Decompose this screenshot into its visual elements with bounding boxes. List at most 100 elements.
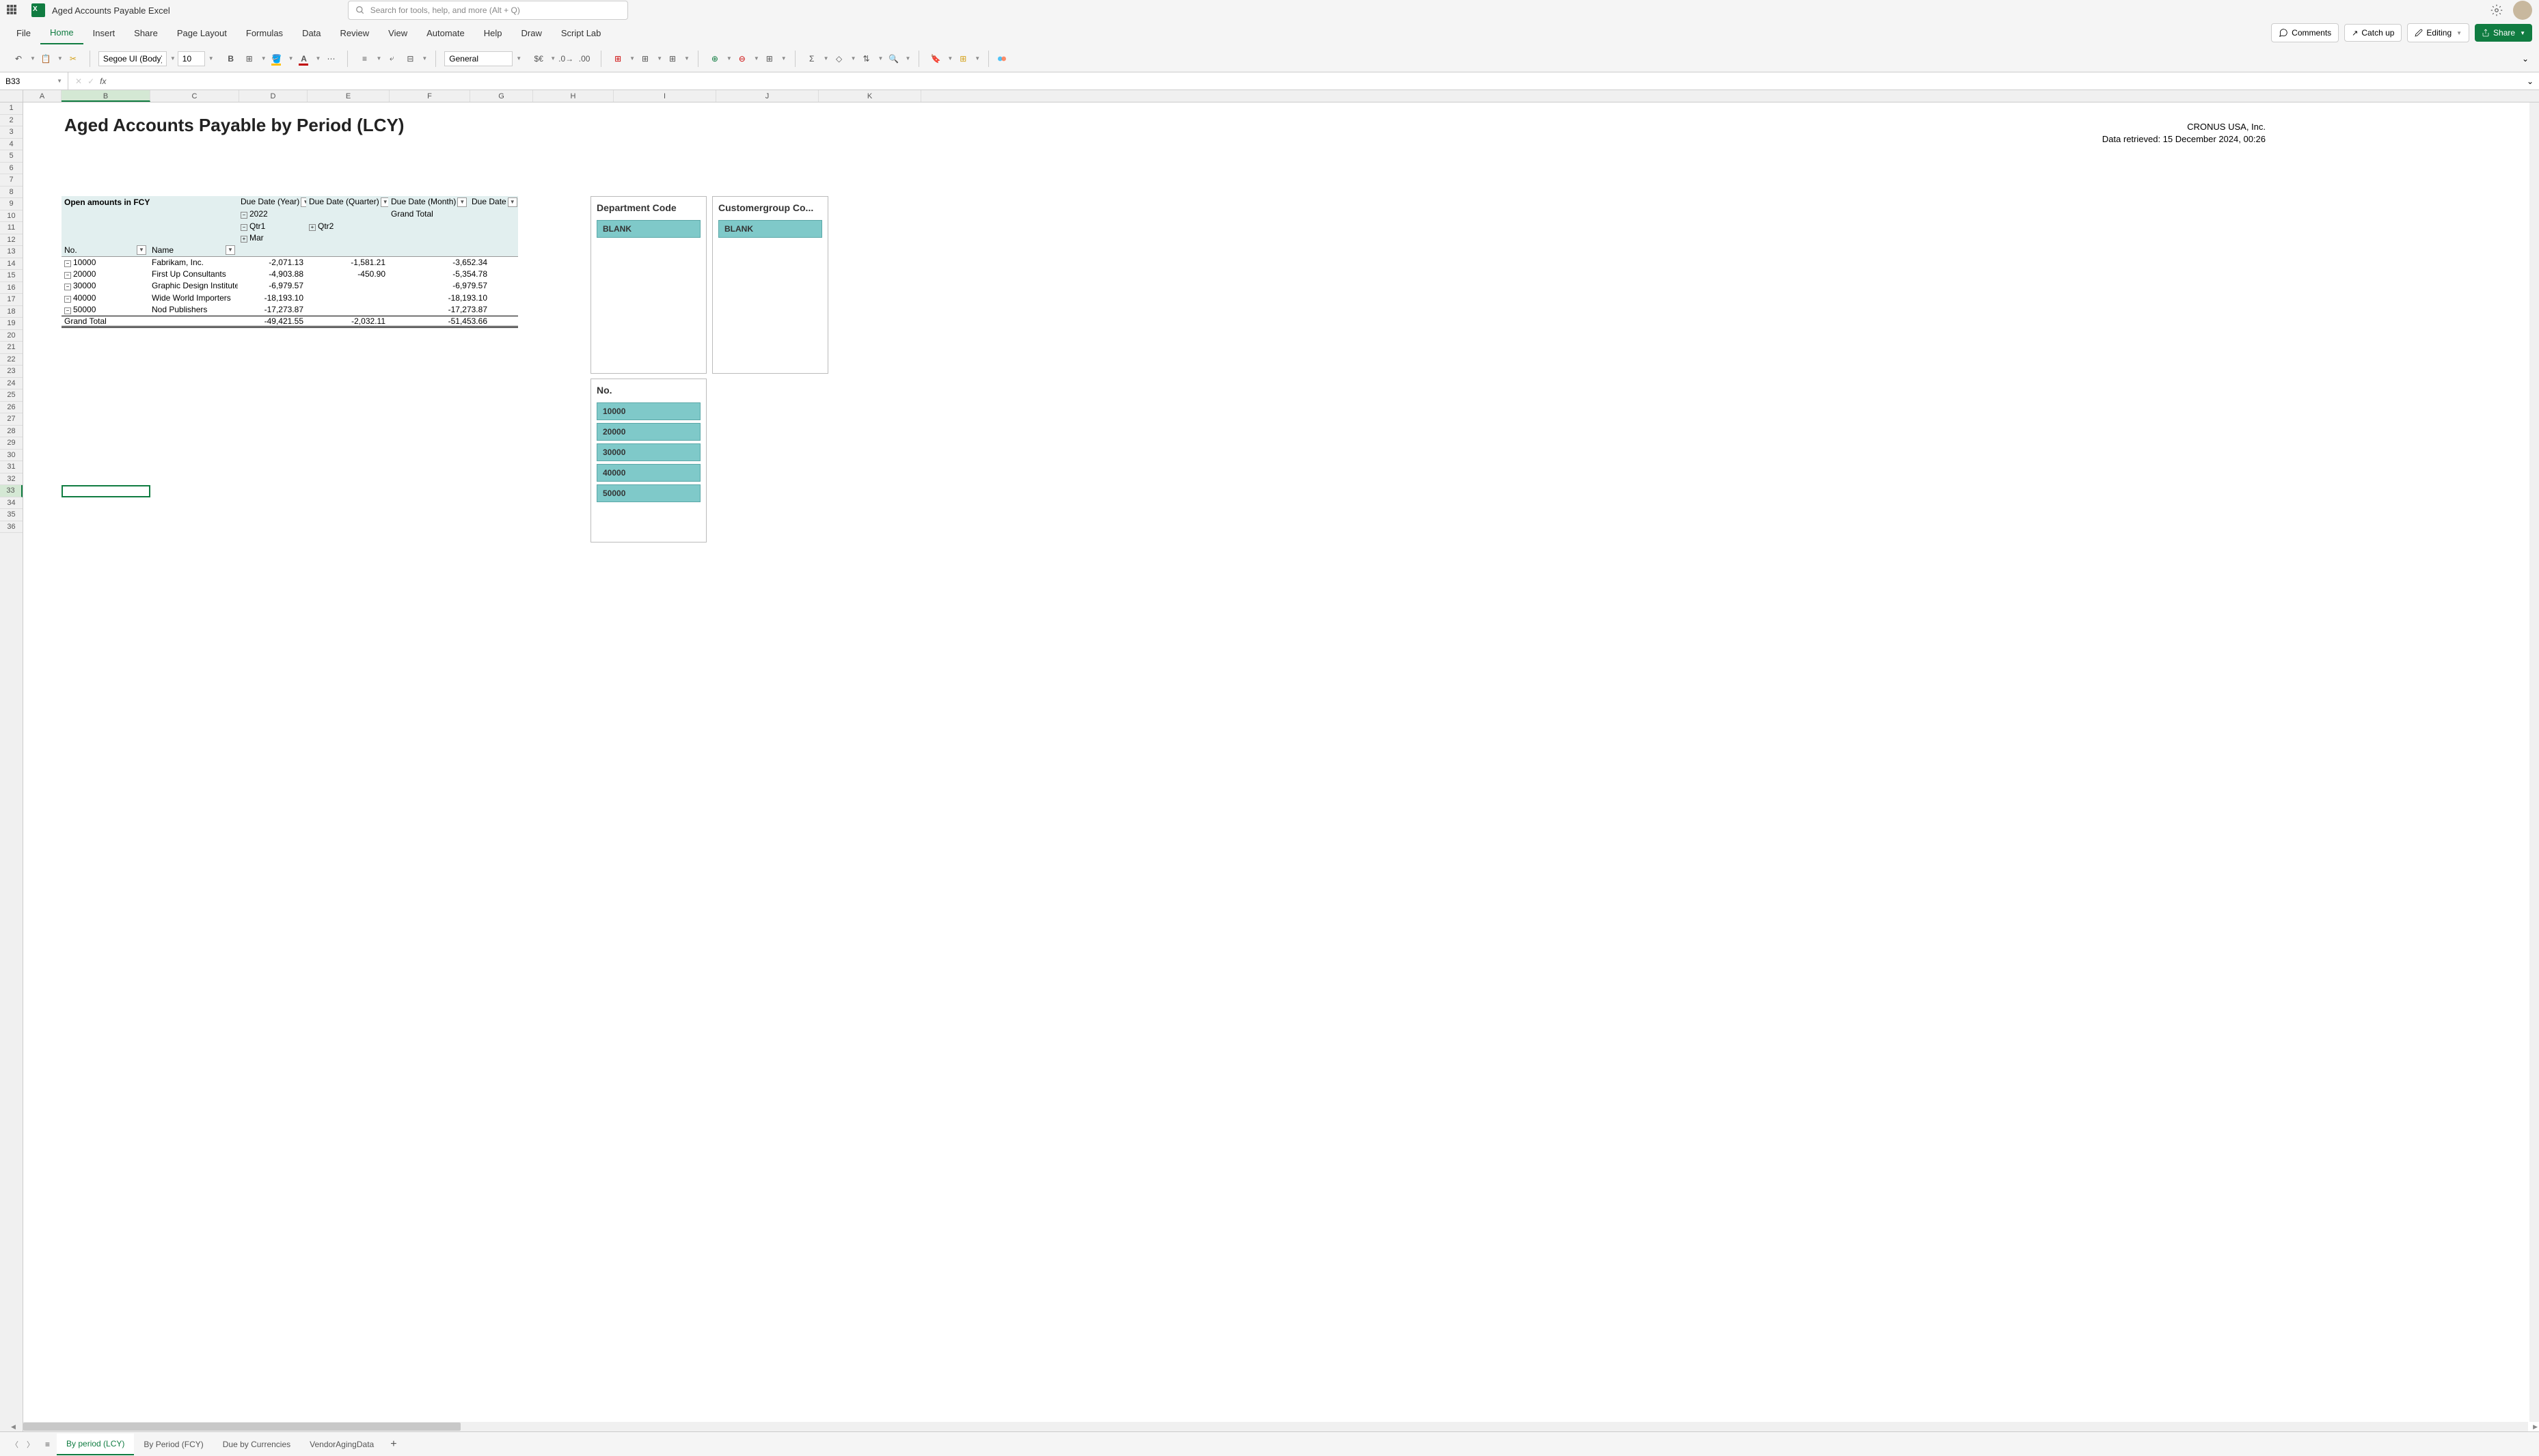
tab-page-layout[interactable]: Page Layout: [167, 23, 236, 44]
filter-button[interactable]: ▼: [457, 197, 467, 207]
row-header[interactable]: 34: [0, 497, 23, 510]
more-formatting-button[interactable]: ⋯: [323, 51, 339, 67]
row-header[interactable]: 12: [0, 234, 23, 247]
tab-view[interactable]: View: [379, 23, 417, 44]
row-header[interactable]: 8: [0, 187, 23, 199]
format-cells-button[interactable]: ⊞: [761, 51, 778, 67]
scroll-left-icon[interactable]: ◀: [11, 1423, 16, 1431]
column-header[interactable]: D: [239, 90, 308, 102]
sort-filter-button[interactable]: ⇅: [858, 51, 875, 67]
column-header[interactable]: E: [308, 90, 390, 102]
slicer-item[interactable]: BLANK: [597, 220, 701, 238]
tab-automate[interactable]: Automate: [417, 23, 474, 44]
expand-button[interactable]: +: [241, 236, 247, 243]
user-avatar[interactable]: [2513, 1, 2532, 20]
add-sheet-button[interactable]: +: [383, 1436, 403, 1453]
column-header[interactable]: F: [390, 90, 470, 102]
row-header[interactable]: 7: [0, 174, 23, 187]
slicer-department[interactable]: Department Code BLANK: [590, 196, 707, 374]
sheet-tab[interactable]: VendorAgingData: [300, 1434, 383, 1455]
column-header[interactable]: B: [62, 90, 150, 102]
tab-draw[interactable]: Draw: [512, 23, 552, 44]
sheet-tab[interactable]: Due by Currencies: [213, 1434, 300, 1455]
row-header[interactable]: 5: [0, 150, 23, 163]
row-header[interactable]: 14: [0, 258, 23, 271]
decrease-decimal-button[interactable]: .00: [576, 51, 593, 67]
name-box[interactable]: B33 ▼: [0, 72, 68, 90]
pivot-table[interactable]: Open amounts in FCY Due Date (Year)▼ Due…: [62, 196, 518, 328]
row-header[interactable]: 9: [0, 198, 23, 210]
slicer-no[interactable]: No. 1000020000300004000050000: [590, 379, 707, 542]
table-row[interactable]: −10000 Fabrikam, Inc. -2,071.13 -1,581.2…: [62, 256, 518, 269]
share-button[interactable]: Share ▼: [2475, 24, 2532, 42]
row-header[interactable]: 31: [0, 461, 23, 473]
filter-button[interactable]: ▼: [381, 197, 388, 207]
font-color-button[interactable]: A: [296, 51, 312, 67]
border-button[interactable]: ⊞: [241, 51, 258, 67]
bold-button[interactable]: B: [223, 51, 239, 67]
merge-button[interactable]: ⊟: [402, 51, 418, 67]
editing-button[interactable]: Editing ▼: [2407, 23, 2469, 42]
tab-review[interactable]: Review: [331, 23, 379, 44]
tab-file[interactable]: File: [7, 23, 40, 44]
collapse-button[interactable]: −: [64, 307, 71, 314]
currency-button[interactable]: $€: [530, 51, 547, 67]
document-title[interactable]: Aged Accounts Payable Excel: [52, 5, 170, 16]
expand-formula-bar-button[interactable]: ⌄: [2521, 77, 2539, 86]
table-row[interactable]: −40000 Wide World Importers -18,193.10 -…: [62, 292, 518, 304]
fx-icon[interactable]: fx: [100, 77, 106, 86]
tab-formulas[interactable]: Formulas: [236, 23, 293, 44]
format-painter-button[interactable]: ✂: [65, 51, 81, 67]
collapse-button[interactable]: −: [64, 272, 71, 279]
catchup-button[interactable]: ↗ Catch up: [2344, 24, 2402, 42]
find-button[interactable]: 🔍: [885, 51, 901, 67]
fill-color-button[interactable]: 🪣: [269, 51, 285, 67]
settings-icon[interactable]: [2490, 4, 2503, 16]
filter-button[interactable]: ▼: [301, 197, 306, 207]
scroll-right-icon[interactable]: ▶: [2533, 1423, 2538, 1431]
filter-button[interactable]: ▼: [508, 197, 517, 207]
slicer-item[interactable]: 30000: [597, 443, 701, 461]
row-header[interactable]: 36: [0, 521, 23, 534]
table-row[interactable]: −20000 First Up Consultants -4,903.88 -4…: [62, 268, 518, 280]
column-header[interactable]: G: [470, 90, 533, 102]
align-button[interactable]: ≡: [356, 51, 372, 67]
collapse-button[interactable]: −: [64, 296, 71, 303]
row-header[interactable]: 25: [0, 389, 23, 402]
vertical-scrollbar[interactable]: [2529, 102, 2539, 1422]
app-launcher-icon[interactable]: [7, 5, 18, 16]
search-input[interactable]: Search for tools, help, and more (Alt + …: [348, 1, 628, 20]
row-header[interactable]: 21: [0, 342, 23, 354]
collapse-button[interactable]: −: [64, 284, 71, 290]
cell-styles-button[interactable]: ⊞: [664, 51, 681, 67]
row-header[interactable]: 27: [0, 413, 23, 426]
row-header[interactable]: 2: [0, 115, 23, 127]
row-header[interactable]: 10: [0, 210, 23, 223]
table-format-button[interactable]: ⊞: [637, 51, 653, 67]
undo-button[interactable]: ↶: [10, 51, 27, 67]
row-header[interactable]: 26: [0, 402, 23, 414]
horizontal-scrollbar[interactable]: ◀ ▶: [23, 1422, 2528, 1431]
row-header[interactable]: 13: [0, 246, 23, 258]
row-header[interactable]: 20: [0, 330, 23, 342]
row-header[interactable]: 17: [0, 294, 23, 306]
column-header[interactable]: I: [614, 90, 716, 102]
expand-button[interactable]: +: [309, 224, 316, 231]
table-row[interactable]: −30000 Graphic Design Institute -6,979.5…: [62, 280, 518, 292]
tab-data[interactable]: Data: [293, 23, 330, 44]
row-header[interactable]: 23: [0, 366, 23, 378]
row-header[interactable]: 35: [0, 509, 23, 521]
tab-help[interactable]: Help: [474, 23, 512, 44]
row-header[interactable]: 22: [0, 354, 23, 366]
row-header[interactable]: 4: [0, 139, 23, 151]
sensitivity-button[interactable]: 🔖: [927, 51, 944, 67]
row-header[interactable]: 24: [0, 378, 23, 390]
row-header[interactable]: 3: [0, 126, 23, 139]
select-all-corner[interactable]: [0, 90, 23, 102]
slicer-item[interactable]: 50000: [597, 484, 701, 502]
tab-insert[interactable]: Insert: [83, 23, 125, 44]
column-header[interactable]: A: [23, 90, 62, 102]
filter-button[interactable]: ▼: [226, 245, 235, 255]
column-header[interactable]: K: [819, 90, 921, 102]
collapse-button[interactable]: −: [241, 212, 247, 219]
